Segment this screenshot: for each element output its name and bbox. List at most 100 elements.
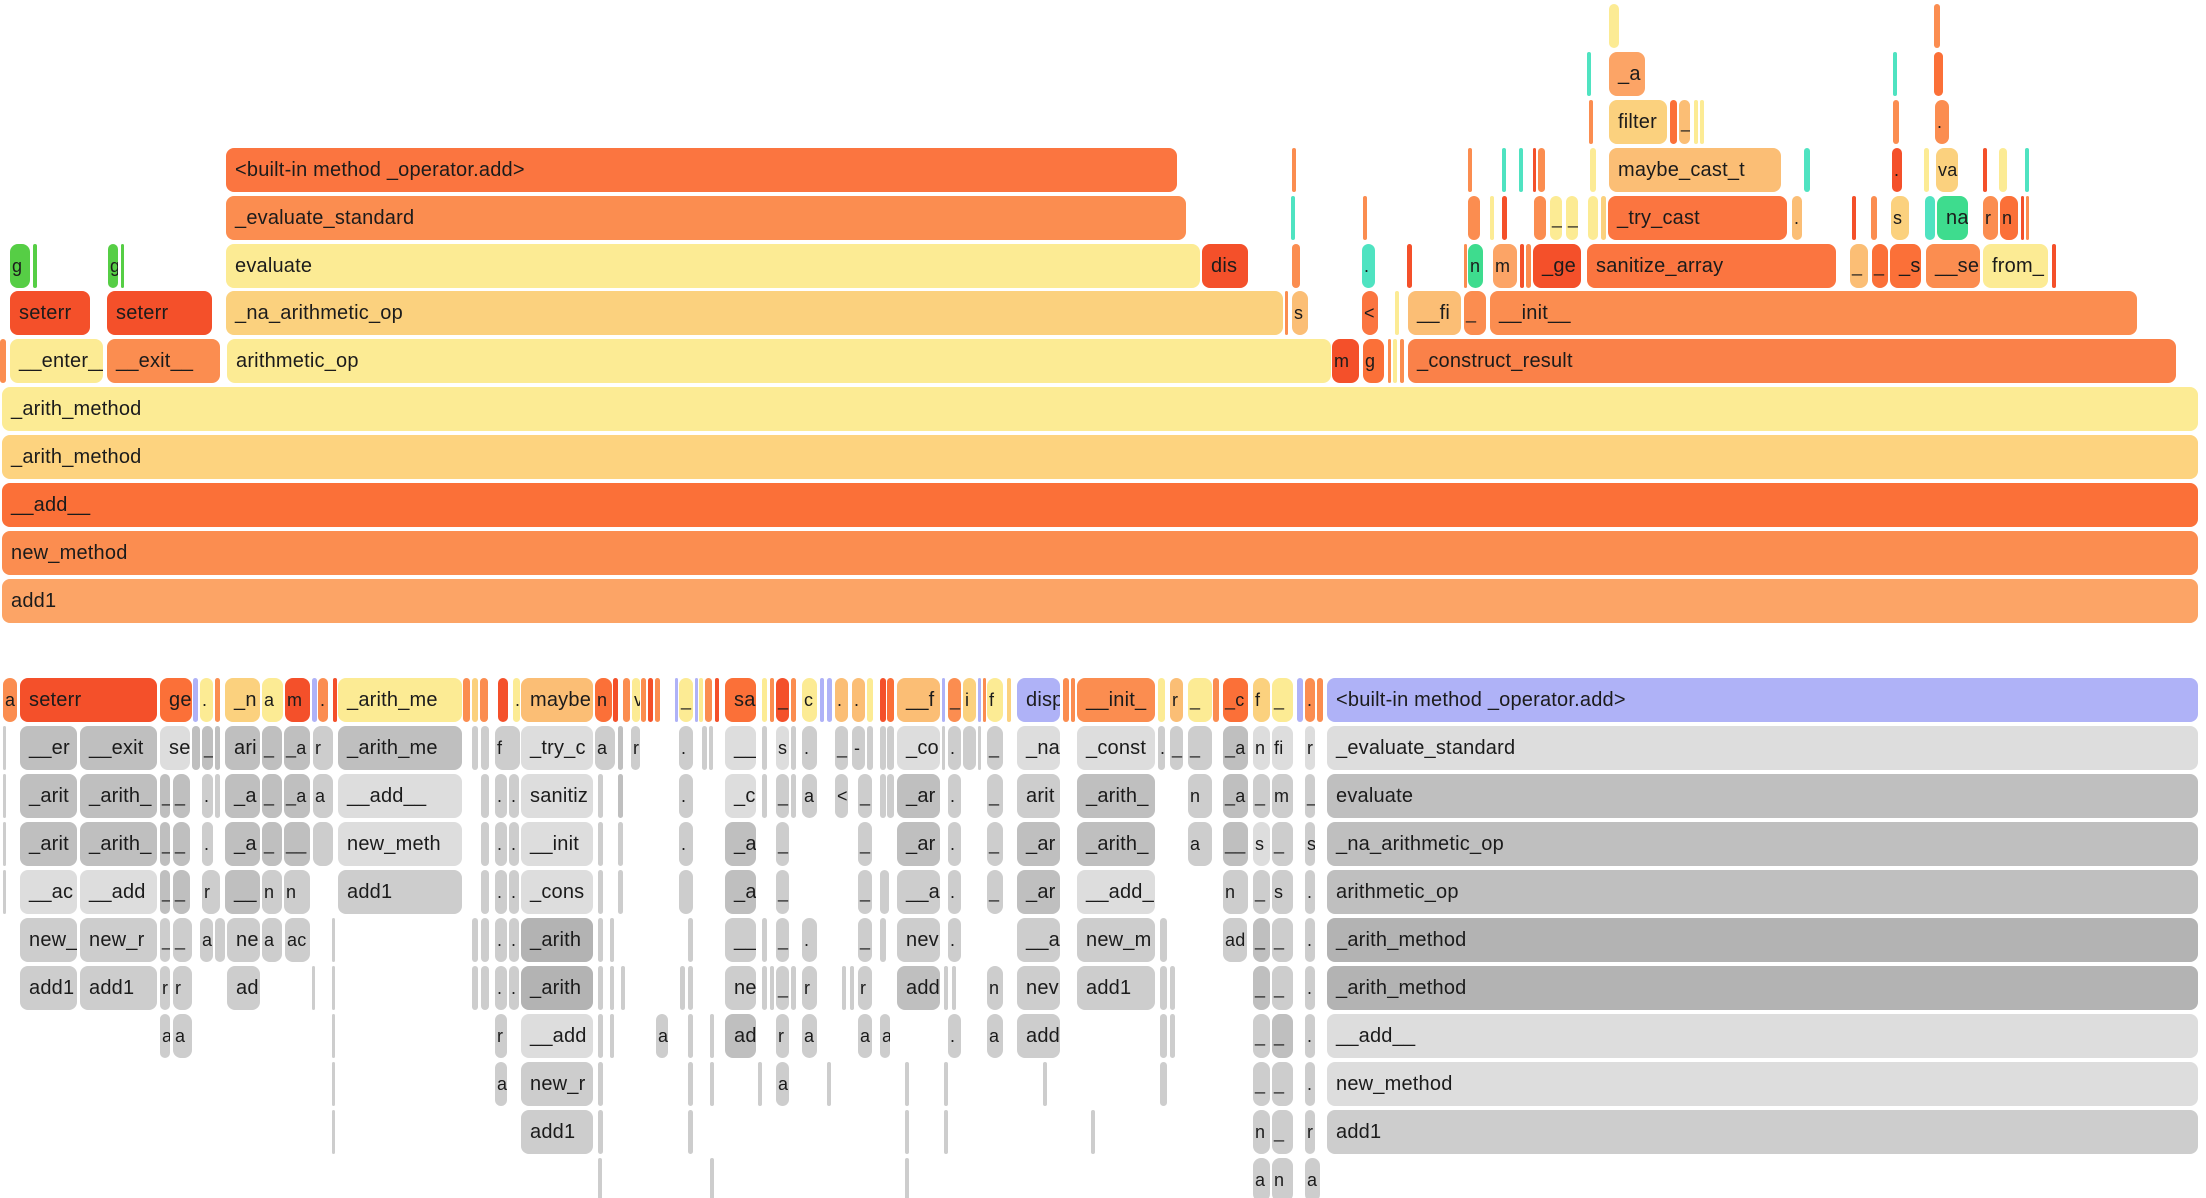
frame-sliver[interactable] <box>762 678 767 722</box>
frame[interactable]: . <box>513 678 520 722</box>
frame[interactable]: s <box>1272 870 1293 914</box>
frame[interactable]: r <box>202 870 220 914</box>
frame[interactable]: __ac <box>20 870 77 914</box>
frame-sliver[interactable] <box>1589 100 1593 144</box>
frame[interactable]: . <box>1305 966 1315 1010</box>
frame[interactable]: arithmetic_op <box>227 339 1331 383</box>
frame-sliver[interactable] <box>598 1014 603 1058</box>
frame-sliver[interactable] <box>1502 196 1507 240</box>
frame-sliver[interactable] <box>1160 1014 1167 1058</box>
frame-sliver[interactable] <box>618 822 623 866</box>
frame[interactable]: _ <box>679 678 693 722</box>
frame[interactable]: _ <box>202 726 213 770</box>
frame-sliver[interactable] <box>978 726 981 770</box>
frame[interactable]: _a <box>225 822 260 866</box>
frame[interactable]: nev <box>897 918 940 962</box>
frame-sliver[interactable] <box>332 1062 335 1106</box>
frame[interactable]: . <box>318 678 328 722</box>
frame-sliver[interactable] <box>1983 148 1987 192</box>
frame-sliver[interactable] <box>762 774 767 818</box>
frame-sliver[interactable] <box>1924 148 1929 192</box>
frame[interactable]: _ <box>1679 100 1690 144</box>
frame[interactable]: _ <box>776 774 789 818</box>
frame[interactable]: . <box>802 726 817 770</box>
frame-sliver[interactable] <box>2026 196 2029 240</box>
frame-sliver[interactable] <box>1852 196 1856 240</box>
frame[interactable]: n <box>262 870 282 914</box>
frame[interactable]: a <box>802 774 817 818</box>
frame-sliver[interactable] <box>648 678 653 722</box>
frame[interactable]: _ <box>1170 726 1183 770</box>
frame[interactable]: _a <box>1223 726 1248 770</box>
frame[interactable]: _ <box>1566 196 1578 240</box>
frame[interactable]: r <box>776 1014 789 1058</box>
frame[interactable]: _arith_method <box>2 435 2198 479</box>
frame-sliver[interactable] <box>1490 196 1494 240</box>
frame[interactable]: new_meth <box>338 822 462 866</box>
frame[interactable]: _c <box>1223 678 1248 722</box>
frame-sliver[interactable] <box>867 678 873 722</box>
frame[interactable]: . <box>679 822 693 866</box>
frame[interactable]: . <box>509 870 519 914</box>
frame[interactable]: dis <box>1202 244 1248 288</box>
frame-sliver[interactable] <box>842 966 846 1010</box>
frame-sliver[interactable] <box>827 1062 831 1106</box>
frame-sliver[interactable] <box>1160 1062 1167 1106</box>
frame-sliver[interactable] <box>1317 678 1323 722</box>
frame[interactable]: va <box>1936 148 1958 192</box>
frame[interactable]: g <box>108 244 118 288</box>
frame[interactable]: sanitize_array <box>1587 244 1836 288</box>
frame[interactable]: _ <box>1188 726 1212 770</box>
frame-sliver[interactable] <box>699 678 703 722</box>
frame[interactable]: _ <box>1272 966 1293 1010</box>
frame[interactable]: . <box>948 726 961 770</box>
frame[interactable]: < <box>1362 291 1378 335</box>
frame-sliver[interactable] <box>498 678 508 722</box>
frame-sliver[interactable] <box>1297 678 1303 722</box>
frame-sliver[interactable] <box>598 870 603 914</box>
frame-sliver[interactable] <box>978 678 981 722</box>
frame-sliver[interactable] <box>942 678 945 722</box>
frame-sliver[interactable] <box>688 966 693 1010</box>
frame[interactable]: __exit__ <box>107 339 220 383</box>
frame[interactable]: . <box>1305 678 1315 722</box>
frame[interactable]: _ <box>776 870 789 914</box>
frame[interactable]: _ <box>1272 1014 1293 1058</box>
frame[interactable]: r <box>495 1014 507 1058</box>
frame[interactable]: sanitiz <box>521 774 593 818</box>
frame-sliver[interactable] <box>905 1062 909 1106</box>
frame-sliver[interactable] <box>481 870 489 914</box>
frame[interactable]: _ <box>173 822 190 866</box>
frame[interactable]: <built-in method _operator.add> <box>226 148 1177 192</box>
frame[interactable]: . <box>1792 196 1802 240</box>
frame-sliver[interactable] <box>1400 339 1404 383</box>
frame[interactable]: __add__ <box>1327 1014 2198 1058</box>
frame[interactable]: _ <box>1272 822 1293 866</box>
frame[interactable]: . <box>948 822 961 866</box>
frame-sliver[interactable] <box>1534 196 1546 240</box>
frame-sliver[interactable] <box>463 678 470 722</box>
frame-sliver[interactable] <box>710 1062 714 1106</box>
frame-sliver[interactable] <box>332 918 335 962</box>
frame-sliver[interactable] <box>880 918 886 962</box>
frame-sliver[interactable] <box>791 726 796 770</box>
frame-sliver[interactable] <box>944 1062 948 1106</box>
frame[interactable]: _ <box>858 918 872 962</box>
frame[interactable]: _arith_ <box>80 774 157 818</box>
frame[interactable]: _na_arithmetic_op <box>1327 822 2198 866</box>
frame-sliver[interactable] <box>1520 244 1524 288</box>
frame-sliver[interactable] <box>791 966 796 1010</box>
frame-sliver[interactable] <box>1588 196 1598 240</box>
frame[interactable]: r <box>313 726 333 770</box>
frame-sliver[interactable] <box>1601 196 1606 240</box>
frame[interactable]: __a <box>1017 918 1060 962</box>
frame-sliver[interactable] <box>1285 291 1288 335</box>
frame-sliver[interactable] <box>613 678 618 722</box>
frame[interactable]: _ <box>160 822 170 866</box>
frame[interactable]: _ <box>1188 678 1212 722</box>
frame[interactable]: _arith_ <box>1077 822 1155 866</box>
frame[interactable]: _ <box>262 726 282 770</box>
frame[interactable]: new_r <box>521 1062 593 1106</box>
frame[interactable]: _construct_result <box>1408 339 2176 383</box>
frame[interactable]: __f <box>897 678 940 722</box>
